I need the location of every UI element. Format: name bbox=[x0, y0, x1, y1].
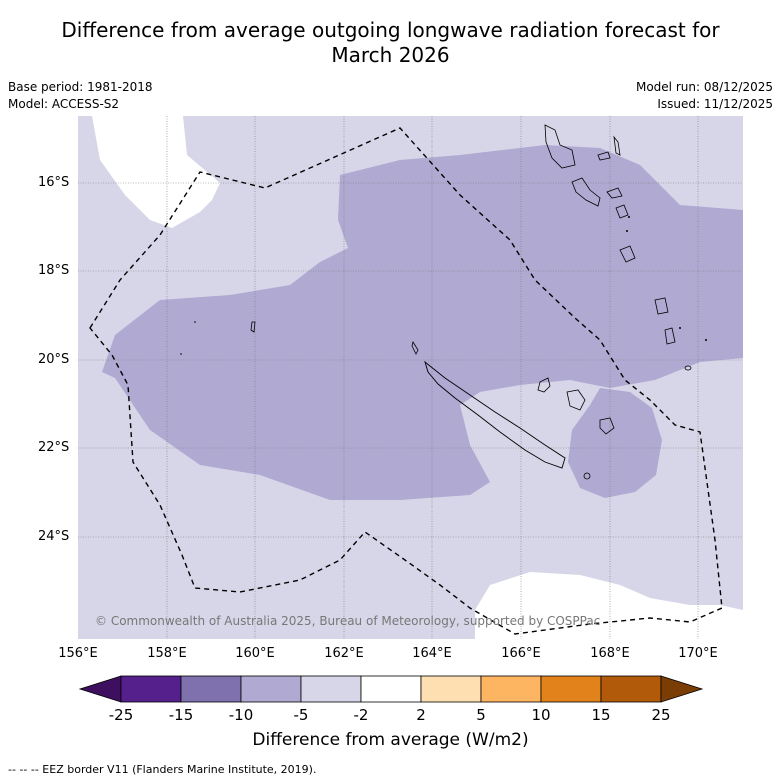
futuna-islet bbox=[679, 327, 681, 329]
aneityum-island bbox=[684, 365, 692, 371]
colorbar-segment-3 bbox=[240, 675, 302, 703]
colorbar bbox=[78, 675, 704, 703]
belep-islands bbox=[411, 340, 419, 355]
walpole-island bbox=[583, 472, 591, 480]
lon-label-164e: 164°E bbox=[412, 646, 452, 661]
lifou-island bbox=[566, 389, 586, 411]
erromango-island bbox=[654, 297, 669, 315]
colorbar-tick: 25 bbox=[651, 706, 671, 724]
map-title: Difference from average outgoing longwav… bbox=[0, 18, 781, 68]
kenn-reef bbox=[180, 353, 182, 355]
colorbar-tick: 2 bbox=[416, 706, 426, 724]
lat-label-18s: 18°S bbox=[38, 263, 70, 278]
chesterfield-islands bbox=[250, 321, 256, 333]
map-area bbox=[78, 116, 743, 639]
meta-left: Base period: 1981-2018 Model: ACCESS-S2 bbox=[8, 79, 153, 113]
bellona-reef bbox=[194, 321, 196, 323]
base-period: Base period: 1981-2018 bbox=[8, 80, 153, 94]
model-run: Model run: 08/12/2025 bbox=[635, 80, 773, 94]
colorbar-label: Difference from average (W/m2) bbox=[252, 730, 529, 750]
colorbar-segment-2 bbox=[180, 675, 242, 703]
lon-label-170e: 170°E bbox=[678, 646, 718, 661]
colorbar-extend-low bbox=[78, 675, 122, 703]
colorbar-segment-9 bbox=[600, 675, 662, 703]
ambae-island bbox=[597, 151, 611, 161]
colorbar-tick: 10 bbox=[531, 706, 551, 724]
lon-label-160e: 160°E bbox=[235, 646, 275, 661]
grid-lines bbox=[78, 116, 743, 639]
colorbar-segment-6 bbox=[420, 675, 482, 703]
negative-anomaly-east bbox=[568, 388, 662, 498]
ouvea-island bbox=[537, 377, 551, 393]
eez-legend-note: -- -- -- EEZ border V11 (Flanders Marine… bbox=[8, 763, 317, 776]
epi-island bbox=[615, 204, 629, 219]
lat-label-16s: 16°S bbox=[38, 175, 70, 190]
efate-island bbox=[619, 245, 636, 263]
lon-label-156e: 156°E bbox=[58, 646, 98, 661]
colorbar-segment-4 bbox=[300, 675, 362, 703]
colorbar-tick: -10 bbox=[228, 706, 254, 724]
tongoa-islet bbox=[626, 230, 628, 232]
neutral-region-south bbox=[475, 572, 743, 639]
colorbar-segment-5 bbox=[360, 675, 422, 703]
maewo-island bbox=[613, 135, 621, 156]
negative-anomaly-main bbox=[102, 145, 743, 500]
lat-label-22s: 22°S bbox=[38, 440, 70, 455]
colorbar-extend-high bbox=[660, 675, 704, 703]
colorbar-tick: 5 bbox=[476, 706, 486, 724]
lat-label-20s: 20°S bbox=[38, 352, 70, 367]
lon-label-162e: 162°E bbox=[324, 646, 364, 661]
colorbar-tick: 15 bbox=[591, 706, 611, 724]
lon-label-168e: 168°E bbox=[590, 646, 630, 661]
colorbar-segment-8 bbox=[540, 675, 602, 703]
title-line-1: Difference from average outgoing longwav… bbox=[61, 18, 720, 42]
issued-date: Issued: 11/12/2025 bbox=[657, 97, 773, 111]
matthew-islet bbox=[705, 339, 707, 341]
lat-label-24s: 24°S bbox=[38, 529, 70, 544]
lon-label-158e: 158°E bbox=[147, 646, 187, 661]
title-line-2: March 2026 bbox=[331, 43, 450, 67]
shepherd-islet bbox=[628, 216, 630, 218]
colorbar-tick: -5 bbox=[293, 706, 309, 724]
lon-label-166e: 166°E bbox=[501, 646, 541, 661]
espiritu-santo-island bbox=[544, 124, 576, 169]
model-name: Model: ACCESS-S2 bbox=[8, 97, 120, 111]
colorbar-tick: -25 bbox=[108, 706, 134, 724]
colorbar-tick: -15 bbox=[168, 706, 194, 724]
meta-right: Model run: 08/12/2025 Issued: 11/12/2025 bbox=[636, 79, 773, 113]
colorbar-segment-1 bbox=[120, 675, 182, 703]
new-caledonia-island bbox=[424, 360, 566, 469]
mare-island bbox=[599, 417, 615, 435]
ambrym-island bbox=[606, 187, 623, 199]
tanna-island bbox=[664, 327, 676, 345]
malakula-island bbox=[571, 177, 601, 207]
colorbar-tick: -2 bbox=[353, 706, 369, 724]
colorbar-segment-7 bbox=[480, 675, 542, 703]
neutral-region-northwest bbox=[92, 116, 220, 228]
copyright-notice: © Commonwealth of Australia 2025, Bureau… bbox=[95, 614, 601, 628]
